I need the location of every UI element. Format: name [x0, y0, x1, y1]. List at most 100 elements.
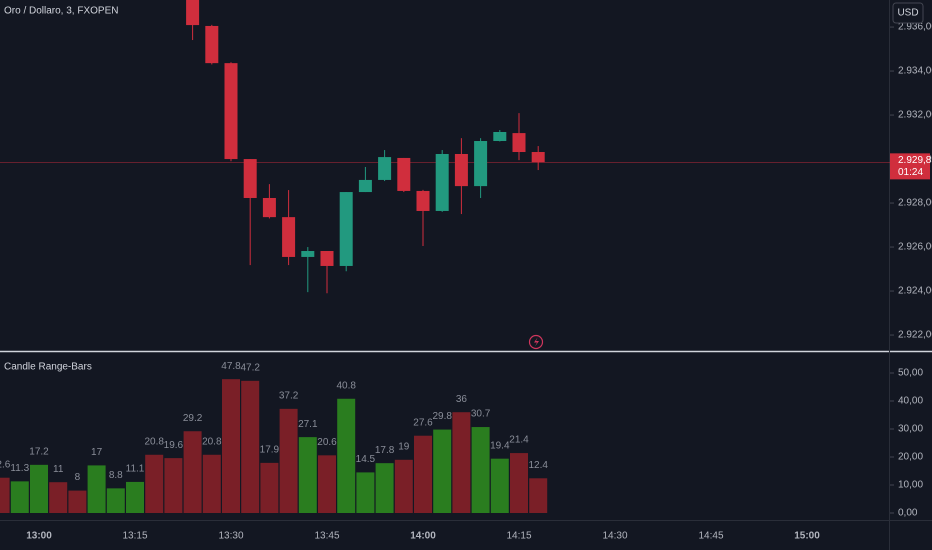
value-label: 17 — [91, 447, 103, 458]
value-label: 47.2 — [240, 362, 260, 373]
candle-body — [205, 25, 219, 64]
y-tick-label: 10,00 — [898, 480, 923, 491]
value-label: 29.2 — [183, 413, 203, 424]
candle-body — [531, 152, 545, 163]
value-label: 20.8 — [144, 436, 164, 447]
candle-body — [435, 153, 449, 211]
alert-icon[interactable] — [528, 334, 544, 350]
candle-body — [186, 0, 200, 26]
value-label: 11.3 — [10, 463, 29, 474]
value-label: 8.8 — [109, 470, 123, 481]
range-bar — [318, 455, 336, 514]
range-bar — [10, 481, 29, 514]
value-label: 11.1 — [126, 464, 145, 475]
range-bar — [241, 380, 260, 514]
x-tick-label: 13:45 — [314, 531, 339, 542]
value-label: 12.4 — [528, 460, 548, 471]
symbol-title: Oro / Dollaro, 3, FXOPEN — [4, 6, 118, 17]
y-tick-label: 2.922,00 — [898, 330, 932, 341]
candle-body — [512, 133, 526, 153]
value-label: 17.9 — [260, 445, 280, 456]
value-label: 8 — [75, 472, 81, 483]
range-bar — [394, 459, 413, 514]
candle-body — [416, 190, 430, 211]
y-tick-label: 30,00 — [898, 424, 923, 435]
value-label: 19 — [398, 441, 410, 452]
x-tick-label: 14:00 — [410, 531, 436, 542]
currency-label[interactable]: USD — [897, 8, 918, 19]
range-bar — [375, 463, 394, 514]
range-bar — [106, 488, 125, 514]
candle-body — [339, 192, 353, 266]
y-tick-label: 20,00 — [898, 452, 923, 463]
range-bar — [471, 427, 490, 514]
candle-body — [358, 179, 372, 193]
range-bar — [222, 379, 240, 514]
value-label: 40.8 — [336, 380, 356, 391]
value-label: 30.7 — [471, 409, 491, 420]
range-bar — [452, 412, 471, 514]
y-tick-label: 2.932,00 — [898, 110, 932, 121]
alert-bolt — [534, 337, 539, 347]
candle-body — [282, 217, 296, 257]
range-bar — [126, 481, 144, 514]
x-tick-label: 14:15 — [506, 531, 531, 542]
value-label: 11 — [53, 464, 64, 475]
range-bar — [298, 437, 317, 514]
range-bar — [337, 398, 356, 514]
candle-body — [320, 251, 334, 266]
range-bar — [529, 478, 548, 514]
candle-body — [454, 153, 468, 187]
range-bar — [279, 408, 298, 514]
indicator-title: Candle Range-Bars — [4, 362, 92, 373]
value-label: 29.8 — [432, 411, 452, 422]
value-label: 20.8 — [202, 436, 222, 447]
range-bar — [87, 465, 106, 514]
y-tick-label: 2.926,00 — [898, 242, 932, 253]
range-bar — [433, 429, 452, 514]
value-label: 47.8 — [221, 361, 241, 372]
range-bar — [202, 454, 221, 514]
y-tick-label: 2.924,00 — [898, 286, 932, 297]
candle-body — [474, 141, 488, 187]
value-label: 27.6 — [413, 417, 433, 428]
y-tick-label: 40,00 — [898, 396, 923, 407]
range-bar — [183, 431, 202, 514]
candle-body — [224, 63, 238, 160]
range-bar — [30, 464, 48, 514]
value-label: 17.8 — [375, 445, 395, 456]
x-tick-label: 13:00 — [26, 531, 52, 542]
range-bar — [490, 458, 509, 514]
candle-body — [301, 251, 315, 257]
value-label: 19.4 — [490, 440, 510, 451]
value-label: 20.6 — [317, 437, 337, 448]
x-tick-label: 15:00 — [794, 531, 820, 542]
range-bar — [0, 477, 10, 514]
price-tag — [890, 153, 930, 180]
candle-body — [262, 197, 276, 218]
value-label: 12.6 — [0, 459, 11, 470]
value-label: 21.4 — [509, 435, 529, 446]
range-bar — [510, 453, 528, 514]
y-tick-label: 0,00 — [898, 508, 918, 519]
value-label: 19.6 — [164, 440, 184, 451]
y-tick-label: 2.928,00 — [898, 198, 932, 209]
range-bar — [49, 482, 68, 514]
range-bar — [68, 490, 87, 514]
x-tick-label: 14:30 — [602, 531, 627, 542]
candle-body — [493, 131, 507, 142]
value-label: 17.2 — [29, 446, 49, 457]
currency-button[interactable] — [892, 2, 924, 24]
value-label: 14.5 — [356, 454, 376, 465]
y-tick-label: 50,00 — [898, 368, 923, 379]
range-bar — [356, 472, 375, 514]
candle-body — [378, 157, 392, 180]
x-tick-label: 14:45 — [698, 531, 723, 542]
x-tick-label: 13:30 — [218, 531, 243, 542]
value-label: 27.1 — [298, 419, 318, 430]
value-label: 37.2 — [279, 390, 299, 401]
x-tick-label: 13:15 — [122, 531, 147, 542]
